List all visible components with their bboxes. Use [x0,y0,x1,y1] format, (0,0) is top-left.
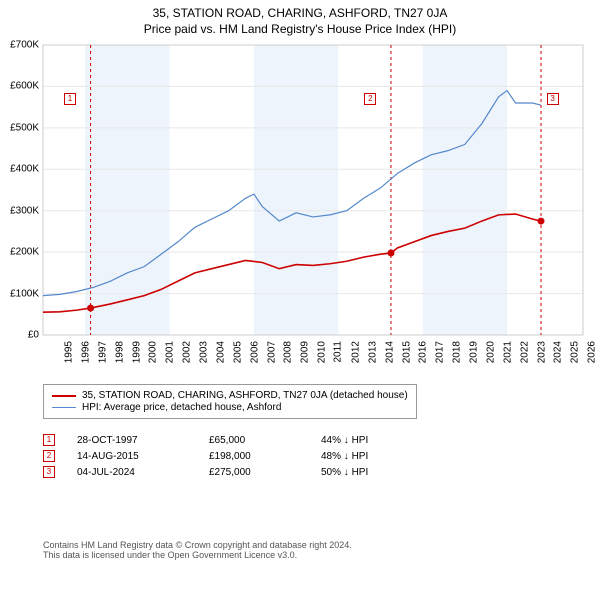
transaction-delta: 48% ↓ HPI [321,451,368,462]
x-tick-label: 2002 [181,341,192,363]
line-chart [0,0,600,400]
x-tick-label: 2001 [165,341,176,363]
y-tick-label: £600K [0,81,39,92]
x-tick-label: 1998 [114,341,125,363]
footnote-line-2: This data is licensed under the Open Gov… [43,550,352,560]
x-tick-label: 1995 [63,341,74,363]
x-tick-label: 2007 [266,341,277,363]
transaction-delta: 44% ↓ HPI [321,435,368,446]
x-tick-label: 2014 [384,341,395,363]
x-tick-label: 2005 [232,341,243,363]
transaction-price: £198,000 [209,451,299,462]
legend-label: HPI: Average price, detached house, Ashf… [82,402,281,413]
x-tick-label: 2006 [249,341,260,363]
y-tick-label: £500K [0,122,39,133]
transaction-number-icon: 3 [43,466,55,478]
x-tick-label: 2016 [418,341,429,363]
x-tick-label: 1999 [131,341,142,363]
x-tick-label: 2009 [300,341,311,363]
transaction-marker: 2 [364,93,376,105]
x-tick-label: 2021 [502,341,513,363]
x-tick-label: 2010 [316,341,327,363]
transaction-row: 1 28-OCT-1997 £65,000 44% ↓ HPI [43,434,390,446]
legend: 35, STATION ROAD, CHARING, ASHFORD, TN27… [43,384,417,419]
transaction-marker: 3 [547,93,559,105]
x-tick-label: 2003 [198,341,209,363]
transaction-delta: 50% ↓ HPI [321,467,368,478]
transaction-date: 04-JUL-2024 [77,467,187,478]
transaction-row: 2 14-AUG-2015 £198,000 48% ↓ HPI [43,450,390,462]
x-tick-label: 2019 [468,341,479,363]
y-tick-label: £400K [0,164,39,175]
transaction-table: 1 28-OCT-1997 £65,000 44% ↓ HPI 2 14-AUG-2015… [43,430,390,482]
y-tick-label: £100K [0,288,39,299]
transaction-row: 3 04-JUL-2024 £275,000 50% ↓ HPI [43,466,390,478]
transaction-date: 28-OCT-1997 [77,435,187,446]
x-tick-label: 1996 [80,341,91,363]
legend-item: HPI: Average price, detached house, Ashf… [52,402,408,413]
x-tick-label: 2008 [283,341,294,363]
x-tick-label: 1997 [97,341,108,363]
footnote-line-1: Contains HM Land Registry data © Crown c… [43,540,352,550]
x-tick-label: 2004 [215,341,226,363]
y-tick-label: £200K [0,247,39,258]
transaction-price: £275,000 [209,467,299,478]
x-tick-label: 2013 [367,341,378,363]
y-tick-label: £700K [0,40,39,51]
transaction-marker: 1 [64,93,76,105]
x-tick-label: 2015 [401,341,412,363]
legend-swatch [52,395,76,397]
y-tick-label: £0 [0,330,39,341]
x-tick-label: 2017 [435,341,446,363]
transaction-number-icon: 2 [43,450,55,462]
x-tick-label: 2000 [148,341,159,363]
x-tick-label: 2022 [519,341,530,363]
x-tick-label: 2020 [485,341,496,363]
transaction-date: 14-AUG-2015 [77,451,187,462]
legend-swatch [52,407,76,408]
x-tick-label: 2025 [570,341,581,363]
footnote: Contains HM Land Registry data © Crown c… [43,540,352,560]
x-tick-label: 2011 [333,341,344,363]
y-tick-label: £300K [0,205,39,216]
x-tick-label: 2024 [553,341,564,363]
x-tick-label: 2023 [536,341,547,363]
x-tick-label: 2018 [451,341,462,363]
chart-container: 35, STATION ROAD, CHARING, ASHFORD, TN27… [0,0,600,590]
x-tick-label: 2026 [586,341,597,363]
transaction-number-icon: 1 [43,434,55,446]
legend-item: 35, STATION ROAD, CHARING, ASHFORD, TN27… [52,390,408,401]
legend-label: 35, STATION ROAD, CHARING, ASHFORD, TN27… [82,390,408,401]
transaction-price: £65,000 [209,435,299,446]
x-tick-label: 2012 [350,341,361,363]
